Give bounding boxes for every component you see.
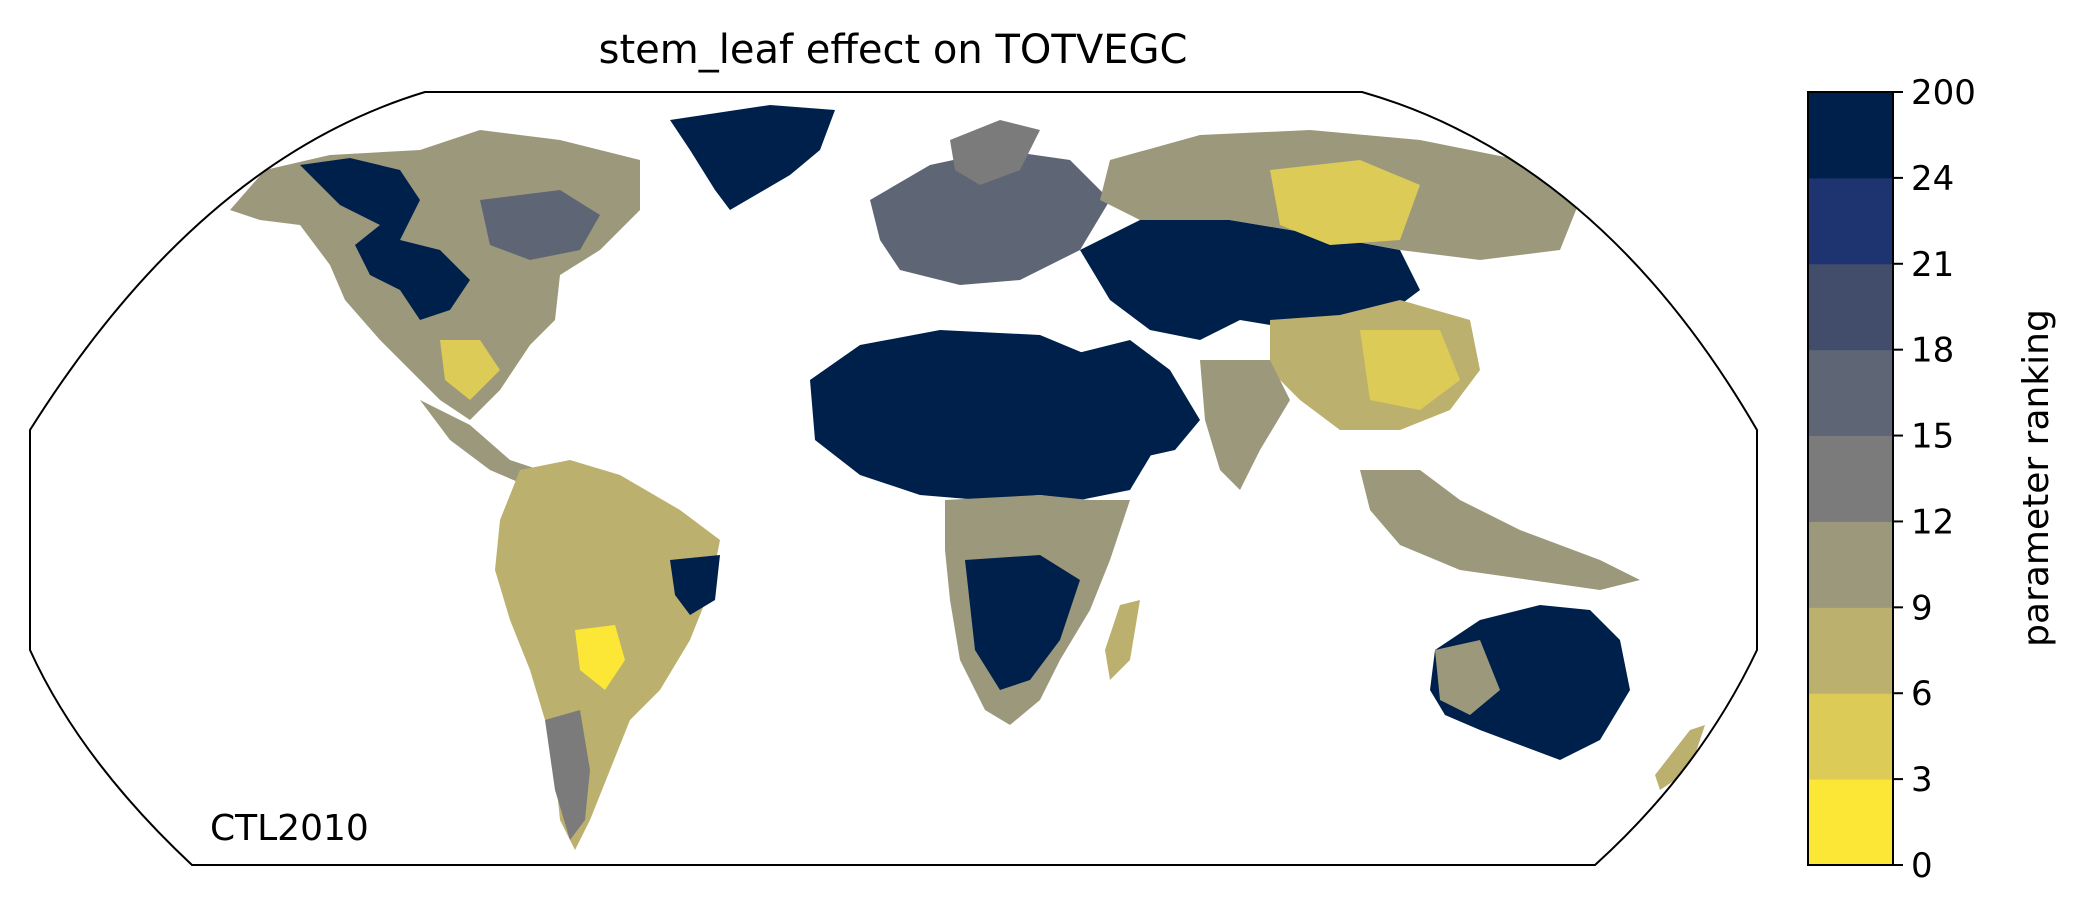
region-patagonia <box>545 710 590 840</box>
region-central-asia <box>1080 220 1420 340</box>
colorbar-segment <box>1808 779 1893 866</box>
colorbar <box>1808 92 1893 866</box>
region-madagascar <box>1105 600 1140 680</box>
region-north-america-yellow <box>440 340 500 400</box>
region-southern-africa-dark <box>965 555 1080 690</box>
region-north-america-dark <box>300 158 470 320</box>
colorbar-segment <box>1808 177 1893 265</box>
region-scandinavia <box>950 120 1040 185</box>
region-greenland <box>670 105 835 210</box>
colorbar-segment <box>1808 693 1893 780</box>
region-central-america <box>420 400 555 490</box>
colorbar-segment <box>1808 435 1893 522</box>
region-north-america-mid <box>480 190 600 260</box>
colorbar-tick-label: 18 <box>1911 331 1954 371</box>
region-south-america-yellow <box>575 625 625 690</box>
region-china-yellow <box>1360 330 1460 410</box>
colorbar-frame <box>1807 91 1894 866</box>
colorbar-tick-label: 6 <box>1911 674 1933 714</box>
region-arabia <box>1070 340 1200 460</box>
region-europe <box>870 150 1110 285</box>
colorbar-segment <box>1808 521 1893 608</box>
map-area <box>230 105 1705 850</box>
map-boundary <box>29 91 1758 866</box>
colorbar-segment <box>1808 349 1893 437</box>
colorbar-tick-label: 15 <box>1911 417 1954 457</box>
colorbar-label: parameter ranking <box>2016 309 2057 647</box>
colorbar-tick-label: 21 <box>1911 245 1954 285</box>
colorbar-tick-label: 3 <box>1911 760 1933 800</box>
colorbar-tick-label: 12 <box>1911 502 1954 542</box>
region-southeast-asia <box>1360 470 1640 590</box>
colorbar-segment <box>1808 607 1893 694</box>
region-east-siberia-yellow <box>1270 160 1420 245</box>
colorbar-tick-label: 24 <box>1911 159 1954 199</box>
map-title: stem_leaf effect on TOTVEGC <box>599 27 1188 73</box>
colorbar-tick-label: 9 <box>1911 588 1933 628</box>
region-north-africa <box>810 330 1160 500</box>
colorbar-segment <box>1808 92 1893 179</box>
colorbar-ticks: 0 3 6 9 12 15 18 21 24 200 <box>1893 73 1976 886</box>
region-india <box>1200 360 1290 490</box>
colorbar-segment <box>1808 263 1893 351</box>
colorbar-tick-label: 200 <box>1911 73 1976 113</box>
colorbar-tick-label: 0 <box>1911 846 1933 886</box>
region-new-zealand <box>1655 725 1705 790</box>
region-australia-west <box>1435 640 1500 715</box>
region-south-america-dark <box>670 555 720 615</box>
corner-label: CTL2010 <box>210 808 369 849</box>
